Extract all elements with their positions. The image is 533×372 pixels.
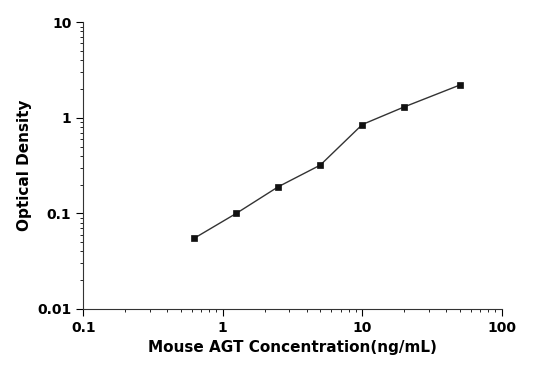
X-axis label: Mouse AGT Concentration(ng/mL): Mouse AGT Concentration(ng/mL) [148, 340, 437, 355]
Y-axis label: Optical Density: Optical Density [17, 100, 31, 231]
